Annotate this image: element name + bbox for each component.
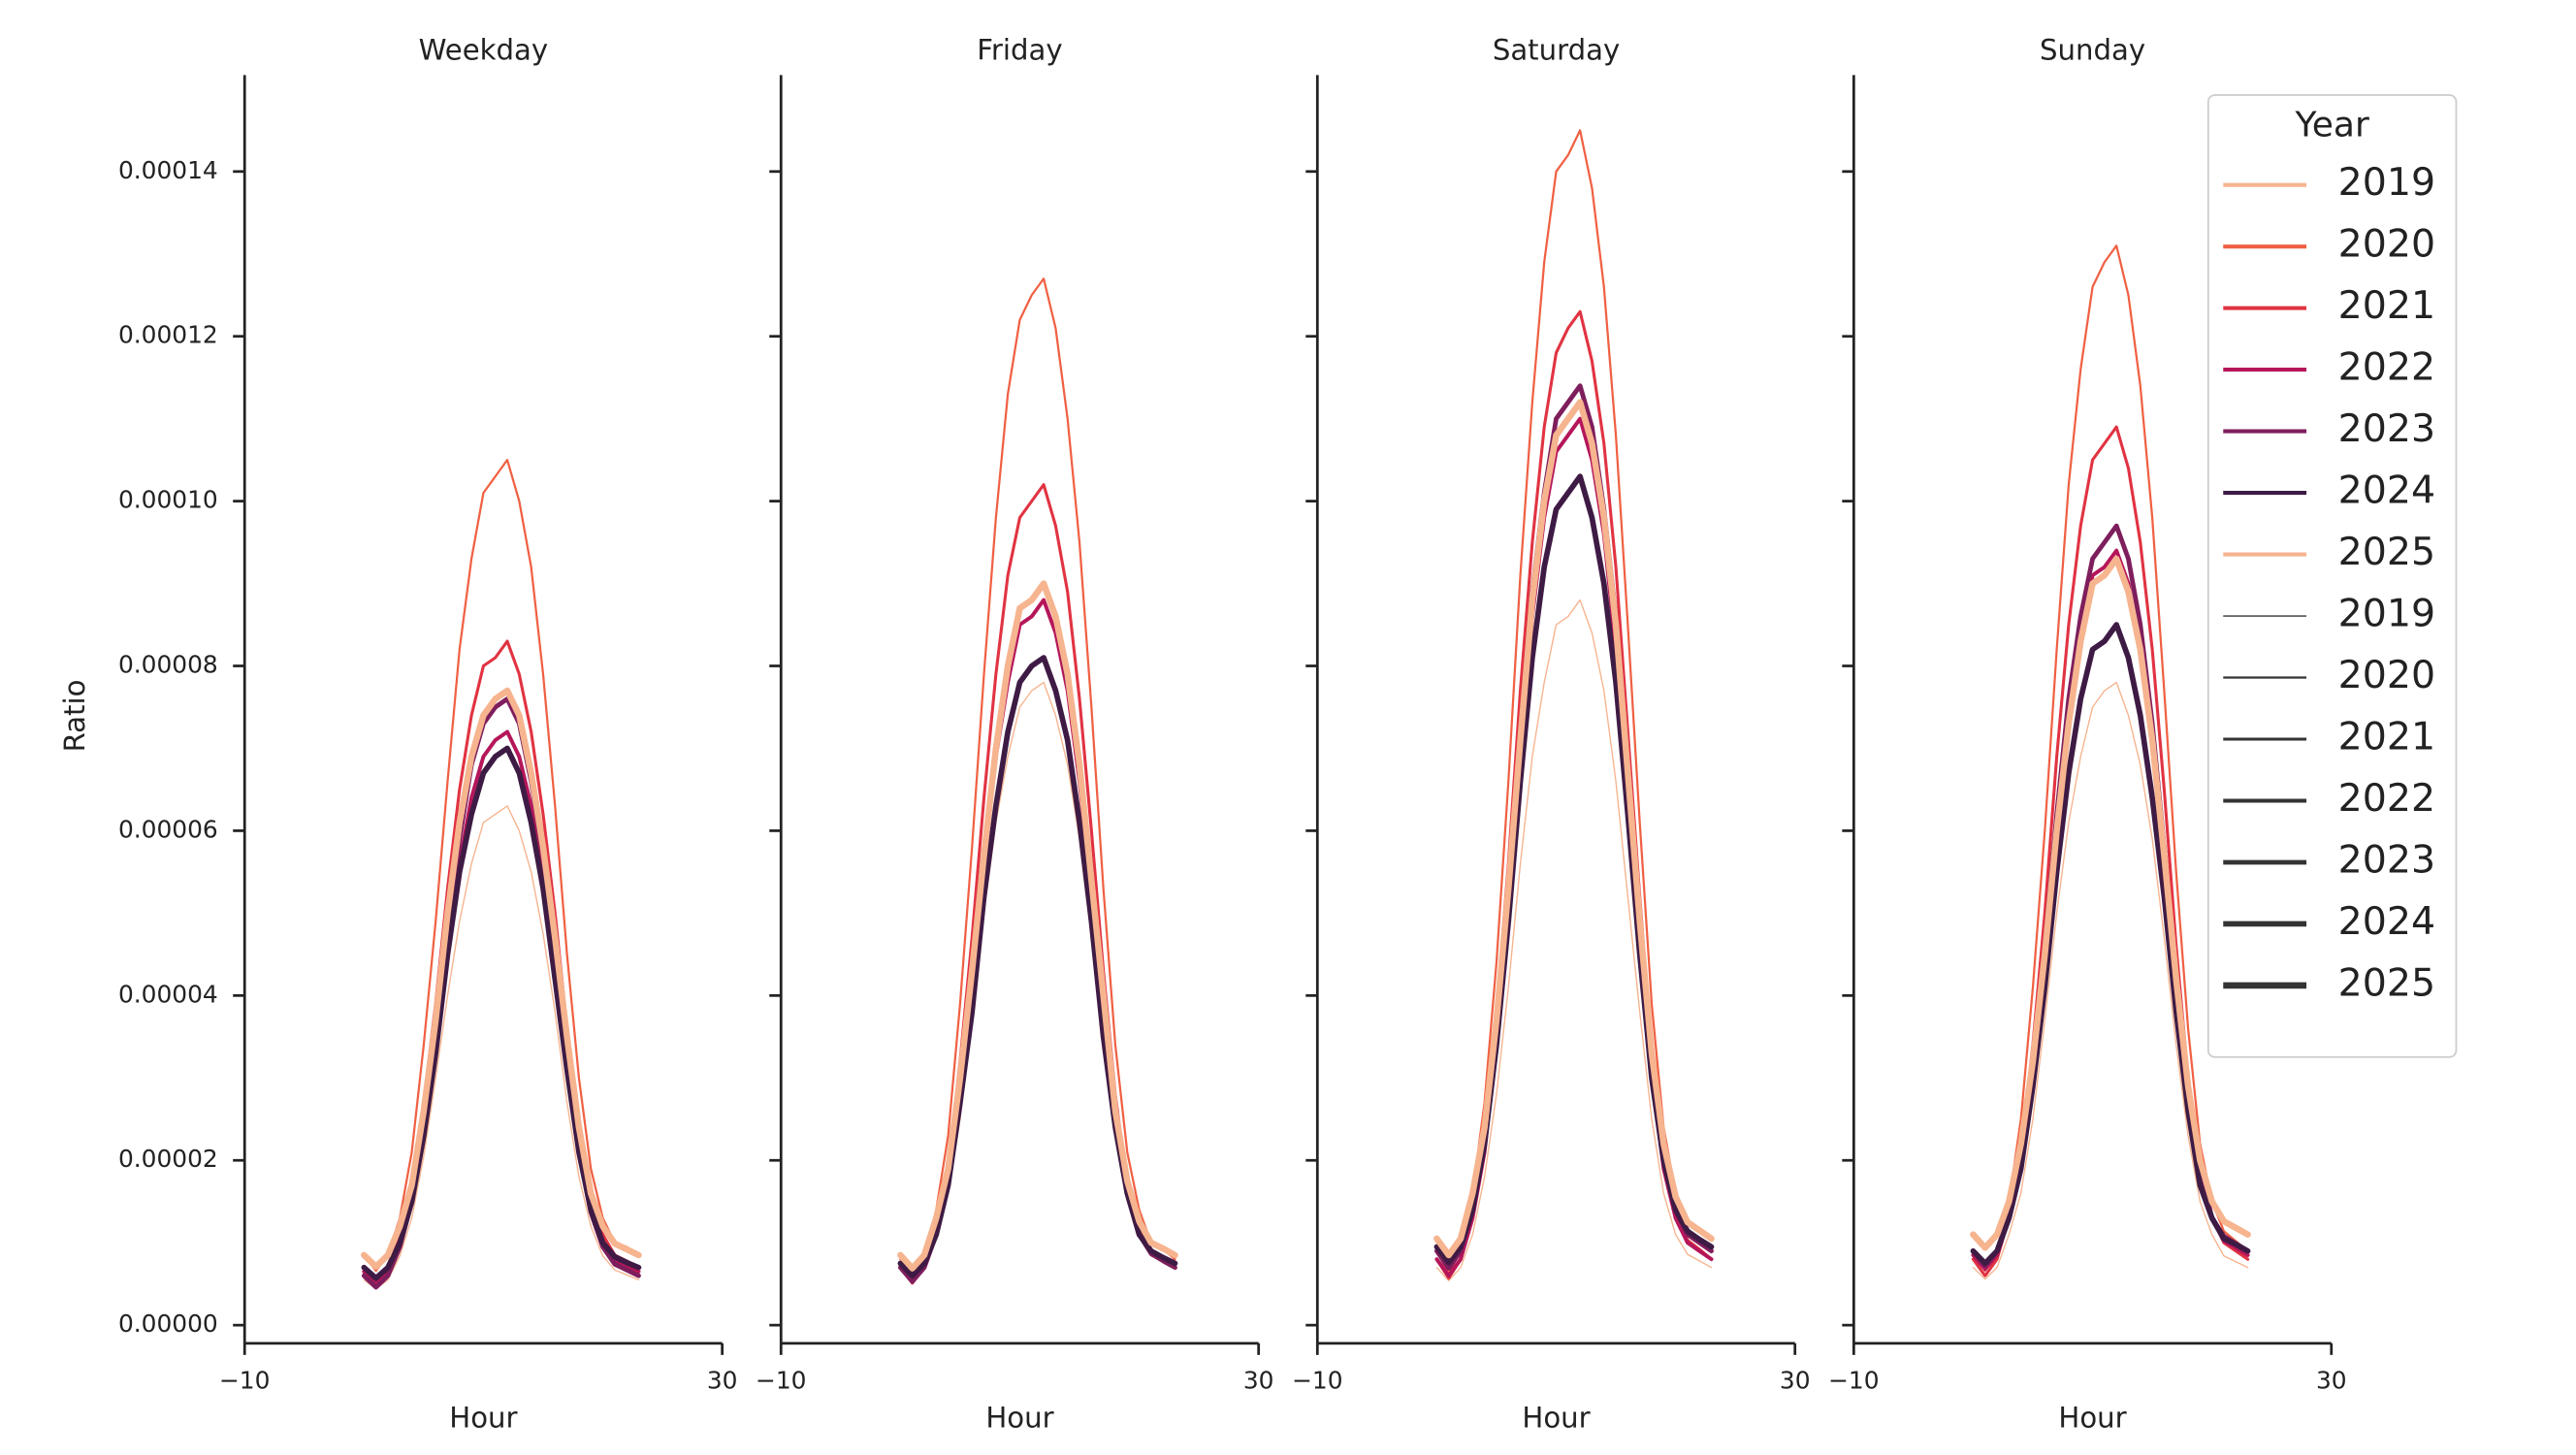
- legend-size-label: 2023: [2338, 837, 2435, 882]
- legend-label: 2020: [2338, 222, 2435, 267]
- series-line: [361, 687, 642, 1271]
- legend-label: 2024: [2338, 469, 2435, 513]
- series-line: [1435, 129, 1713, 1275]
- legend-size-label: 2020: [2338, 653, 2435, 697]
- panel: Saturday −10 30 Hour: [1292, 33, 1810, 1434]
- legend-label: 2023: [2338, 406, 2435, 451]
- x-tick-label: 30: [1780, 1366, 1811, 1394]
- legend-label: 2022: [2338, 345, 2435, 390]
- x-axis-label: Hour: [985, 1402, 1053, 1435]
- series-line: [1972, 244, 2249, 1273]
- series-line: [897, 580, 1178, 1272]
- y-tick-label: 0.00010: [118, 486, 218, 514]
- series-line: [899, 277, 1176, 1280]
- y-axis-label: Ratio: [58, 680, 91, 753]
- panel-title: Weekday: [419, 33, 549, 66]
- series-line: [1433, 399, 1715, 1259]
- legend: Year 2019 2020 2021 2022 2023 2024 2025 2019 2020…: [2206, 94, 2458, 1058]
- legend-size-label: 2022: [2338, 776, 2435, 821]
- x-tick-label: 30: [2316, 1366, 2347, 1394]
- panel: Weekday 0.00000 0.00002 0.00004 0.00006 0.000…: [58, 33, 738, 1434]
- legend-box: [2206, 94, 2458, 1058]
- panel-title: Friday: [977, 33, 1062, 66]
- series-line: [1434, 383, 1714, 1271]
- y-tick-label: 0.00008: [118, 651, 218, 679]
- x-tick-label: 30: [707, 1366, 738, 1394]
- legend-label: 2021: [2338, 283, 2435, 328]
- y-tick-label: 0.00000: [118, 1310, 218, 1338]
- panel-title: Saturday: [1493, 33, 1620, 66]
- legend-title: Year: [2295, 106, 2369, 146]
- panel: Sunday −10 30 Hour: [1828, 33, 2346, 1434]
- y-tick-label: 0.00002: [118, 1145, 218, 1173]
- y-tick-label: 0.00004: [118, 980, 218, 1008]
- series-line: [897, 655, 1178, 1279]
- legend-size-label: 2019: [2338, 592, 2435, 636]
- x-tick-label: −10: [756, 1366, 806, 1394]
- panel-title: Sunday: [2040, 33, 2145, 66]
- x-axis-label: Hour: [2058, 1402, 2126, 1435]
- series-line: [363, 805, 640, 1290]
- x-tick-label: −10: [1292, 1366, 1342, 1394]
- series-line: [1971, 425, 2250, 1277]
- y-tick-label: 0.00006: [118, 815, 218, 843]
- legend-size-label: 2021: [2338, 715, 2435, 760]
- legend-size-label: 2025: [2338, 960, 2435, 1005]
- series-line: [1434, 309, 1714, 1280]
- series-line: [1970, 555, 2251, 1251]
- series-line: [363, 459, 640, 1273]
- x-axis-label: Hour: [1522, 1402, 1590, 1435]
- x-tick-label: −10: [219, 1366, 270, 1394]
- panel: Friday −10 30 Hour: [756, 33, 1273, 1434]
- series-line: [1435, 598, 1713, 1281]
- legend-label: 2019: [2338, 160, 2435, 205]
- y-tick-label: 0.00014: [118, 156, 218, 184]
- series-line: [898, 483, 1177, 1285]
- series-line: [1972, 681, 2249, 1280]
- y-tick-label: 0.00012: [118, 321, 218, 349]
- x-tick-label: 30: [1243, 1366, 1274, 1394]
- series-line: [1970, 622, 2251, 1267]
- legend-label: 2025: [2338, 530, 2435, 574]
- x-tick-label: −10: [1828, 1366, 1879, 1394]
- legend-size-label: 2024: [2338, 899, 2435, 944]
- x-axis-label: Hour: [449, 1402, 517, 1435]
- series-line: [361, 745, 642, 1281]
